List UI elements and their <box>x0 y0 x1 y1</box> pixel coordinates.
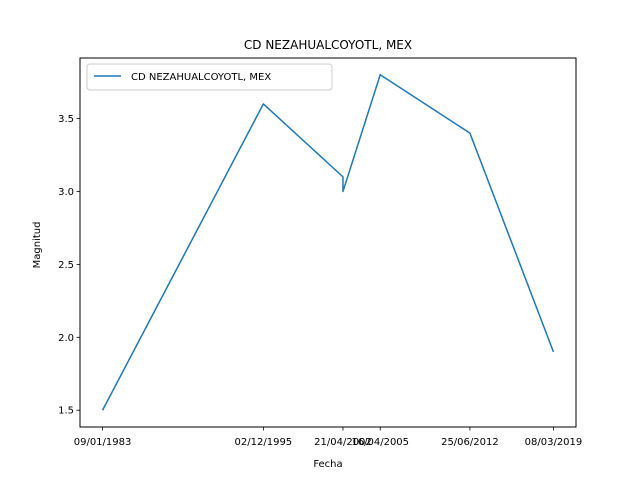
y-tick-label: 3.0 <box>58 187 74 198</box>
chart-title: CD NEZAHUALCOYOTL, MEX <box>244 38 412 52</box>
y-tick-label: 1.5 <box>58 406 74 417</box>
x-tick-label: 09/01/1983 <box>74 437 132 448</box>
x-tick-label: 16/04/2005 <box>351 437 409 448</box>
x-axis-label: Fecha <box>313 459 342 470</box>
y-tick-label: 2.0 <box>58 333 74 344</box>
x-tick-label: 08/03/2019 <box>525 437 583 448</box>
legend-label: CD NEZAHUALCOYOTL, MEX <box>131 72 271 83</box>
axes-frame <box>79 57 577 428</box>
y-tick-label: 2.5 <box>58 260 74 271</box>
x-tick-label: 21/04/2002 <box>314 437 372 448</box>
x-tick-label: 02/12/1995 <box>235 437 293 448</box>
series-line <box>101 74 555 411</box>
x-tick-label: 25/06/2012 <box>441 437 499 448</box>
y-tick-label: 3.5 <box>58 114 74 125</box>
x-axis-ticks: 09/01/1983 02/12/1995 21/04/200216/04/2005… <box>74 427 583 448</box>
y-axis-ticks: 1.5 2.0 2.5 3.0 3.5 <box>58 114 80 417</box>
y-axis-label: Magnitud <box>32 222 43 269</box>
legend-frame <box>86 63 333 91</box>
legend: CD NEZAHUALCOYOTL, MEX <box>86 63 333 91</box>
plot-area <box>79 57 577 428</box>
